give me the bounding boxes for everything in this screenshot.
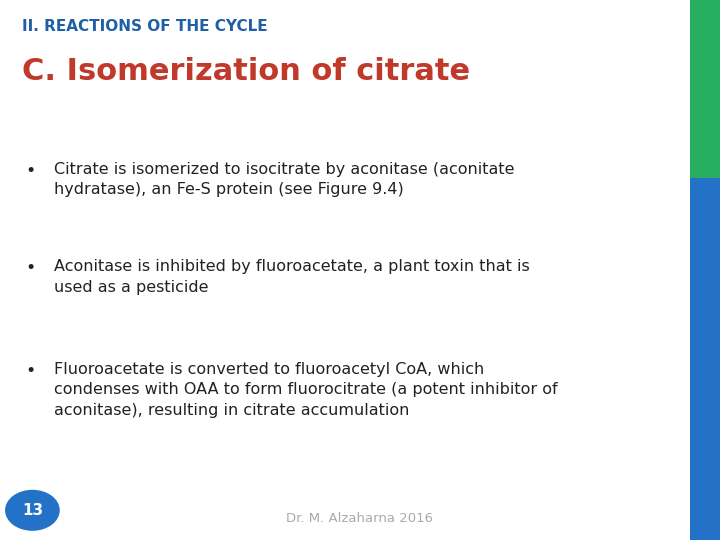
Circle shape bbox=[5, 490, 60, 531]
Text: II. REACTIONS OF THE CYCLE: II. REACTIONS OF THE CYCLE bbox=[22, 19, 267, 34]
Bar bbox=[690, 178, 720, 540]
Text: •: • bbox=[25, 162, 35, 180]
Text: Fluoroacetate is converted to fluoroacetyl CoA, which
condenses with OAA to form: Fluoroacetate is converted to fluoroacet… bbox=[54, 362, 557, 417]
Bar bbox=[690, 0, 720, 178]
Text: Citrate is isomerized to isocitrate by aconitase (aconitate
hydratase), an Fe-S : Citrate is isomerized to isocitrate by a… bbox=[54, 162, 515, 198]
Text: C. Isomerization of citrate: C. Isomerization of citrate bbox=[22, 57, 469, 86]
Text: 13: 13 bbox=[22, 503, 43, 518]
Text: •: • bbox=[25, 362, 35, 380]
Text: •: • bbox=[25, 259, 35, 277]
Text: Aconitase is inhibited by fluoroacetate, a plant toxin that is
used as a pestici: Aconitase is inhibited by fluoroacetate,… bbox=[54, 259, 530, 295]
Text: Dr. M. Alzaharna 2016: Dr. M. Alzaharna 2016 bbox=[287, 512, 433, 525]
